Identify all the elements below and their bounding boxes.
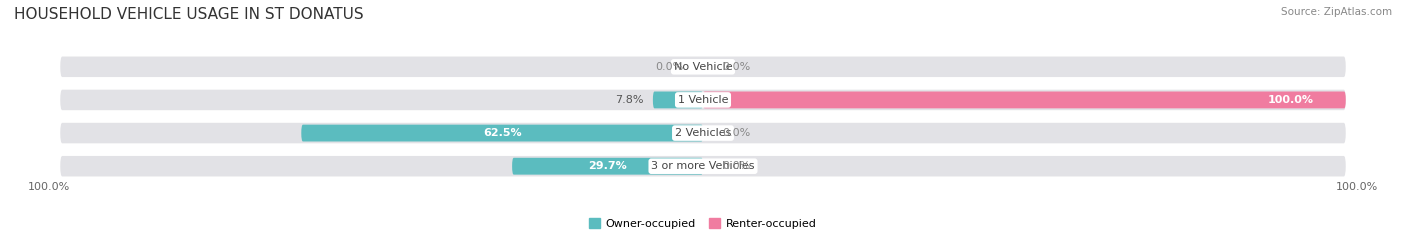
Text: 100.0%: 100.0% — [28, 182, 70, 192]
Text: 100.0%: 100.0% — [1336, 182, 1378, 192]
Text: HOUSEHOLD VEHICLE USAGE IN ST DONATUS: HOUSEHOLD VEHICLE USAGE IN ST DONATUS — [14, 7, 364, 22]
FancyBboxPatch shape — [301, 125, 703, 141]
Text: 3 or more Vehicles: 3 or more Vehicles — [651, 161, 755, 171]
Legend: Owner-occupied, Renter-occupied: Owner-occupied, Renter-occupied — [585, 214, 821, 233]
Text: 7.8%: 7.8% — [614, 95, 643, 105]
Text: 29.7%: 29.7% — [588, 161, 627, 171]
Text: No Vehicle: No Vehicle — [673, 62, 733, 72]
Text: 0.0%: 0.0% — [723, 62, 751, 72]
Text: 1 Vehicle: 1 Vehicle — [678, 95, 728, 105]
FancyBboxPatch shape — [60, 156, 1346, 176]
FancyBboxPatch shape — [703, 92, 1346, 108]
FancyBboxPatch shape — [60, 90, 1346, 110]
Text: 0.0%: 0.0% — [723, 161, 751, 171]
FancyBboxPatch shape — [652, 92, 703, 108]
Text: 2 Vehicles: 2 Vehicles — [675, 128, 731, 138]
FancyBboxPatch shape — [60, 123, 1346, 143]
Text: 100.0%: 100.0% — [1268, 95, 1313, 105]
Text: 62.5%: 62.5% — [482, 128, 522, 138]
FancyBboxPatch shape — [512, 158, 703, 175]
Text: 0.0%: 0.0% — [723, 128, 751, 138]
Text: 0.0%: 0.0% — [655, 62, 683, 72]
FancyBboxPatch shape — [60, 57, 1346, 77]
Text: Source: ZipAtlas.com: Source: ZipAtlas.com — [1281, 7, 1392, 17]
